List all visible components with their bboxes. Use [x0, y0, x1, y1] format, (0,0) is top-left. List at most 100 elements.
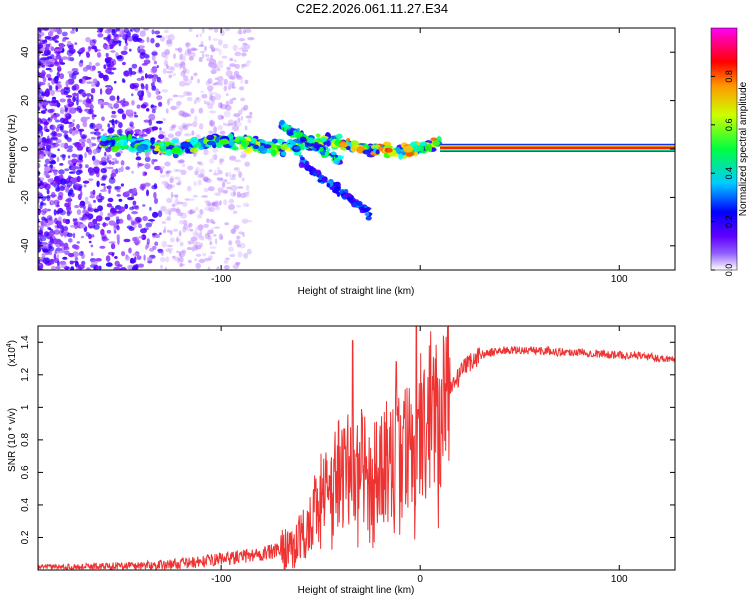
noise-blob: [236, 244, 241, 248]
noise-blob: [57, 123, 65, 129]
noise-blob: [110, 86, 114, 91]
carrier-blob: [171, 146, 181, 155]
noise-blob: [184, 49, 191, 56]
noise-blob: [125, 166, 131, 171]
noise-blob: [77, 264, 85, 270]
noise-blob: [159, 166, 165, 170]
carrier-blob: [419, 141, 427, 147]
noise-blob: [203, 187, 209, 193]
colorbar-gradient: [710, 27, 738, 271]
carrier-blob: [136, 144, 145, 152]
noise-blob: [88, 240, 92, 244]
noise-blob: [228, 246, 234, 252]
noise-blob: [170, 207, 177, 212]
noise-blob: [95, 215, 103, 222]
noise-blob: [184, 198, 191, 201]
noise-blob: [200, 40, 204, 47]
noise-blob: [85, 164, 89, 169]
noise-blob: [77, 99, 83, 103]
noise-blob: [179, 262, 183, 268]
noise-blob: [97, 198, 103, 203]
noise-blob: [138, 130, 143, 135]
noise-blob: [178, 251, 182, 257]
noise-blob: [90, 191, 93, 196]
noise-blob: [51, 130, 56, 137]
noise-blob: [118, 167, 121, 173]
noise-blob: [83, 216, 88, 220]
noise-blob: [76, 123, 80, 130]
noise-blob: [55, 143, 60, 147]
noise-blob: [161, 180, 169, 185]
carrier-blob: [114, 142, 121, 147]
noise-blob: [245, 184, 250, 191]
noise-blob: [85, 93, 92, 97]
noise-blob: [121, 113, 127, 120]
carrier-blob: [384, 144, 392, 149]
noise-blob: [76, 146, 84, 151]
noise-blob: [136, 151, 139, 156]
noise-blob: [159, 232, 162, 235]
noise-blob: [71, 130, 76, 136]
noise-blob: [68, 238, 73, 243]
noise-blob: [201, 93, 208, 99]
noise-blob: [120, 160, 125, 166]
noise-blob: [168, 210, 171, 216]
noise-blob: [43, 121, 49, 126]
noise-blob: [118, 41, 122, 47]
noise-blob: [60, 142, 66, 148]
noise-blob: [179, 241, 184, 247]
figure-title: C2E2.2026.061.11.27.E34: [296, 1, 448, 16]
noise-blob: [211, 46, 216, 53]
noise-blob: [220, 158, 225, 163]
noise-blob: [162, 68, 167, 74]
lower-branch-blob: [321, 176, 327, 183]
noise-blob: [66, 180, 73, 187]
noise-blob: [94, 128, 99, 132]
noise-blob: [78, 154, 83, 161]
noise-blob: [165, 64, 169, 69]
noise-blob: [48, 85, 53, 91]
noise-blob: [41, 40, 48, 43]
noise-blob: [71, 165, 78, 170]
noise-blob: [233, 59, 237, 63]
carrier-blob: [165, 148, 173, 157]
noise-blob: [129, 48, 132, 52]
upper-branch-blob: [296, 128, 300, 133]
noise-blob: [169, 175, 175, 181]
noise-blob: [93, 131, 101, 136]
carrier-blob: [424, 144, 432, 152]
noise-blob: [135, 216, 142, 223]
noise-blob: [199, 168, 205, 176]
noise-blob: [128, 67, 133, 72]
noise-blob: [210, 94, 214, 101]
noise-blob: [212, 38, 219, 41]
noise-blob: [68, 195, 72, 199]
upper-branch-blob: [307, 137, 315, 144]
carrier-blob: [269, 144, 277, 149]
noise-blob: [146, 74, 154, 79]
noise-blob: [139, 95, 142, 101]
colorbar-tick-label: 0.8: [724, 70, 734, 83]
noise-blob: [236, 235, 241, 240]
noise-blob: [229, 155, 237, 161]
carrier-blob: [189, 138, 198, 145]
noise-blob: [244, 152, 248, 157]
noise-blob: [232, 76, 236, 79]
carrier-blob: [111, 139, 116, 147]
noise-blob: [217, 75, 224, 82]
noise-blob: [219, 130, 226, 135]
noise-blob: [151, 29, 155, 35]
noise-blob: [80, 116, 88, 123]
noise-blob: [49, 64, 53, 67]
noise-blob: [228, 240, 233, 246]
noise-blob: [133, 111, 137, 115]
noise-blob: [100, 128, 104, 132]
noise-blob: [165, 170, 170, 178]
noise-blob: [199, 209, 204, 215]
noise-blob: [60, 261, 67, 269]
noise-blob: [243, 43, 251, 50]
y-tick-label: 20: [20, 95, 31, 107]
noise-blob: [133, 114, 139, 118]
noise-blob: [168, 74, 173, 79]
noise-blob: [70, 225, 76, 228]
